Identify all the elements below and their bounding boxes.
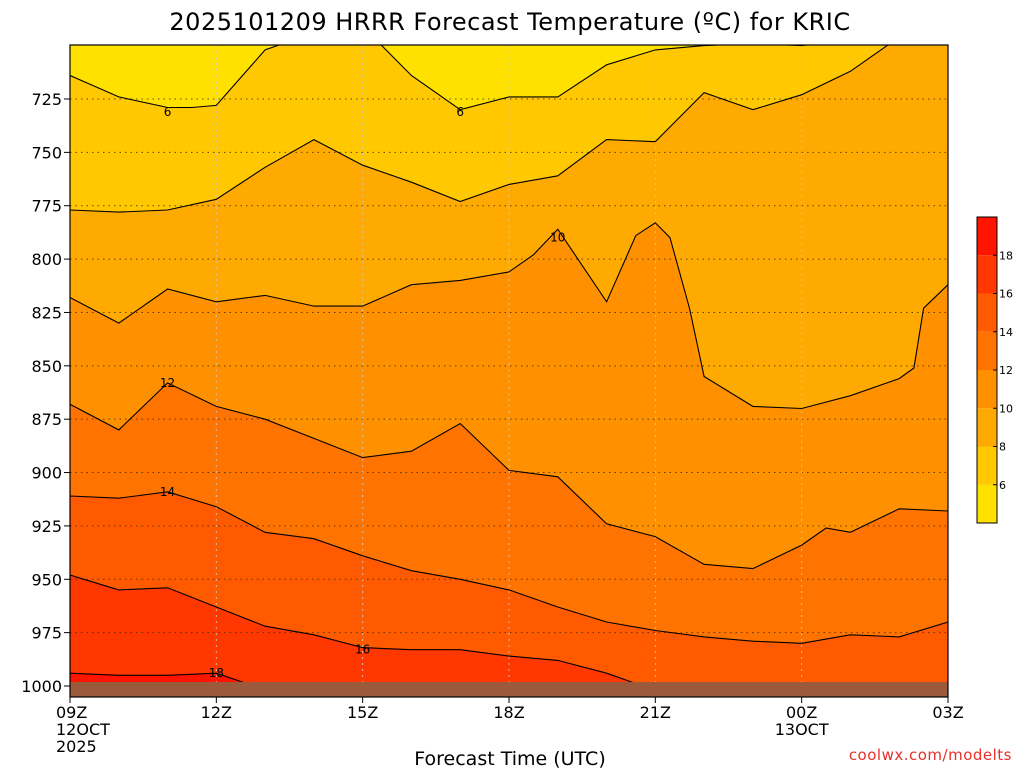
colorbar-label-18: 18 <box>999 249 1013 262</box>
x-tick-label-21-0: 21Z <box>640 703 671 722</box>
colorbar-swatch-7 <box>977 217 997 256</box>
x-axis-label: Forecast Time (UTC) <box>414 748 605 768</box>
fill-above-16 <box>70 575 656 697</box>
y-tick-label-850: 850 <box>31 357 62 376</box>
contour-label-10: 10 <box>550 231 565 245</box>
colorbar-swatch-2 <box>977 408 997 447</box>
colorbar-swatch-0 <box>977 484 997 523</box>
x-tick-label-15-0: 15Z <box>347 703 378 722</box>
contour-labels: 6 6 10 12 14 16 18 <box>160 105 566 680</box>
colorbar-label-14: 14 <box>999 326 1013 339</box>
colorbar-label-16: 16 <box>999 288 1013 301</box>
x-tick-label-9-2: 2025 <box>56 737 97 756</box>
y-tick-label-725: 725 <box>31 90 62 109</box>
contour-label-6: 6 <box>456 105 464 119</box>
colorbar-swatch-3 <box>977 370 997 409</box>
colorbar: 6 8 10 12 14 16 18 <box>976 216 1013 524</box>
x-tick-label-9-1: 12OCT <box>56 720 110 739</box>
y-tick-label-775: 775 <box>31 197 62 216</box>
y-tick-label-825: 825 <box>31 303 62 322</box>
x-tick-label-18-0: 18Z <box>493 703 524 722</box>
contour-16 <box>70 574 656 691</box>
contour-lines <box>70 45 948 691</box>
colorbar-label-12: 12 <box>999 364 1013 377</box>
contour-label-18: 18 <box>209 666 224 680</box>
contour-label-14: 14 <box>160 485 175 499</box>
colorbar-label-8: 8 <box>999 441 1006 454</box>
y-tick-label-975: 975 <box>31 624 62 643</box>
y-tick-label-750: 750 <box>31 143 62 162</box>
x-tick-label-9-0: 09Z <box>56 703 87 722</box>
y-tick-label-875: 875 <box>31 410 62 429</box>
y-tick-label-900: 900 <box>31 464 62 483</box>
y-tick-label-1000: 1000 <box>21 677 62 696</box>
contour-label-16: 16 <box>355 643 370 657</box>
colorbar-swatch-4 <box>977 331 997 370</box>
colorbar-label-10: 10 <box>999 402 1013 415</box>
colorbar-swatch-1 <box>977 446 997 485</box>
contour-8 <box>70 45 889 213</box>
x-tick-label-24-0: 00Z <box>786 703 817 722</box>
y-tick-label-800: 800 <box>31 250 62 269</box>
ground-band <box>70 682 948 697</box>
y-axis: 725 750 775 800 825 850 875 900 925 950 975 1000 <box>21 90 70 696</box>
plot-area <box>70 45 948 697</box>
x-tick-label-27-0: 03Z <box>932 703 963 722</box>
watermark: coolwx.com/modelts <box>849 746 1012 764</box>
contour-18 <box>70 672 261 689</box>
contour-10 <box>70 222 948 410</box>
colorbar-swatch-6 <box>977 255 997 294</box>
contour-12 <box>70 382 948 570</box>
y-tick-label-950: 950 <box>31 570 62 589</box>
contour-label-6: 6 <box>164 105 172 119</box>
colorbar-swatch-5 <box>977 293 997 332</box>
x-tick-label-24-1: 13OCT <box>775 720 829 739</box>
x-tick-label-12-0: 12Z <box>201 703 232 722</box>
colorbar-label-6: 6 <box>999 479 1006 492</box>
y-tick-label-925: 925 <box>31 517 62 536</box>
contour-label-12: 12 <box>160 376 175 390</box>
chart-title: 2025101209 HRRR Forecast Temperature (ºC… <box>169 8 850 36</box>
contour-14 <box>70 491 948 644</box>
